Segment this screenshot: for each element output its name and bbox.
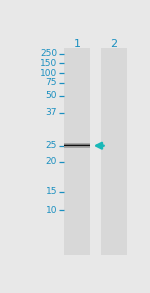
- Text: 15: 15: [46, 188, 57, 197]
- Bar: [64, 147, 90, 148]
- Bar: [64, 144, 90, 145]
- Bar: [64, 148, 90, 149]
- Bar: [64, 144, 90, 145]
- Bar: [64, 147, 90, 148]
- Text: 150: 150: [40, 59, 57, 68]
- Bar: [64, 144, 90, 145]
- Text: 75: 75: [46, 78, 57, 87]
- Bar: [64, 145, 90, 146]
- Text: 100: 100: [40, 69, 57, 78]
- Text: 37: 37: [46, 108, 57, 117]
- Bar: [64, 145, 90, 146]
- Bar: [64, 143, 90, 144]
- Text: 20: 20: [46, 157, 57, 166]
- Bar: [64, 146, 90, 147]
- Bar: [64, 146, 90, 147]
- Text: 1: 1: [73, 39, 80, 49]
- Text: 250: 250: [40, 49, 57, 58]
- Text: 25: 25: [46, 141, 57, 150]
- Text: 50: 50: [46, 91, 57, 100]
- Bar: [64, 146, 90, 148]
- Bar: [64, 47, 90, 255]
- Text: 10: 10: [46, 205, 57, 214]
- Bar: [101, 47, 127, 255]
- Text: 2: 2: [111, 39, 118, 49]
- Bar: [64, 147, 90, 148]
- Bar: [64, 145, 90, 146]
- Bar: [64, 146, 90, 147]
- Bar: [64, 143, 90, 144]
- Bar: [64, 145, 90, 146]
